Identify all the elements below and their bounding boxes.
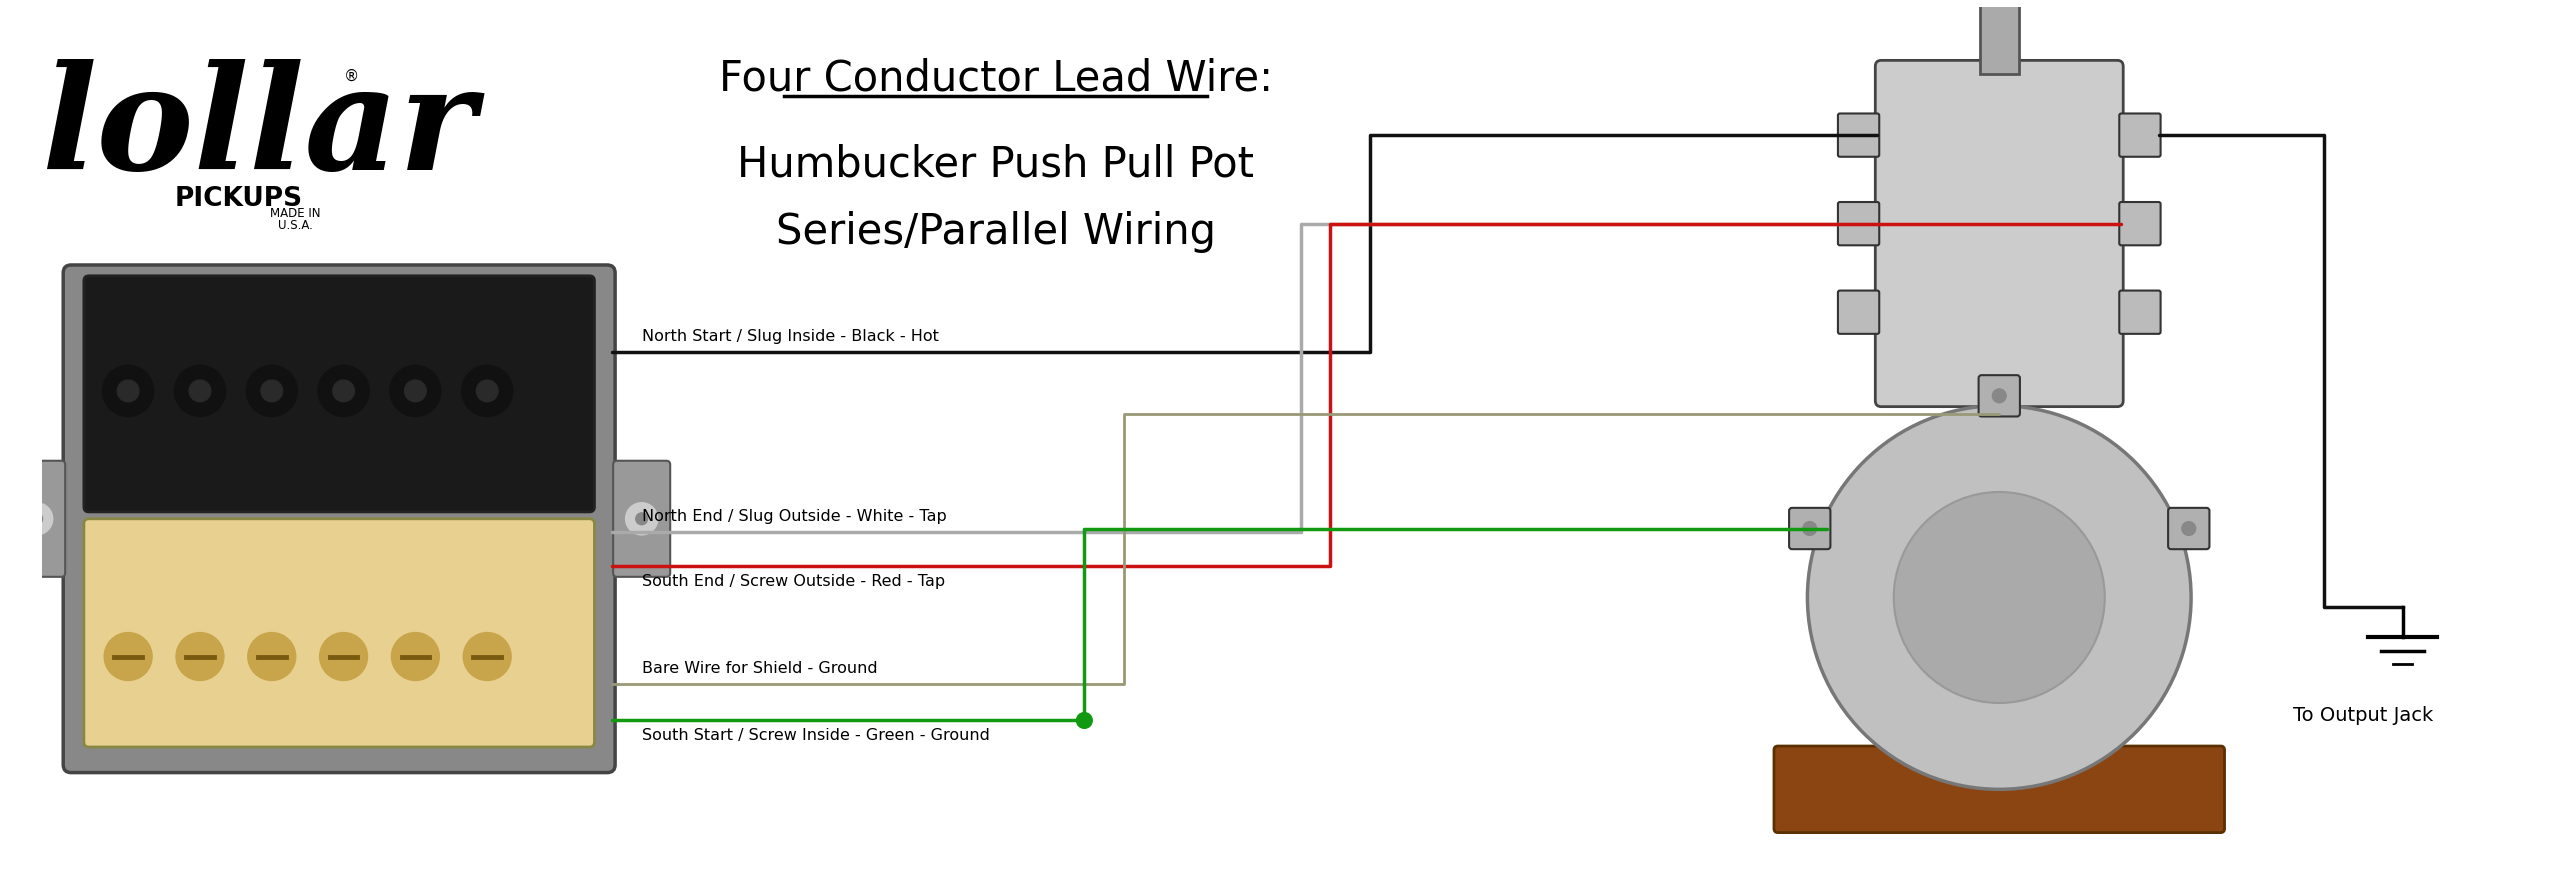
Text: Bare Wire for Shield - Ground: Bare Wire for Shield - Ground: [643, 661, 878, 676]
FancyBboxPatch shape: [614, 461, 671, 576]
Text: MADE IN: MADE IN: [271, 208, 320, 220]
Circle shape: [189, 380, 210, 402]
Circle shape: [174, 365, 225, 416]
Circle shape: [1894, 492, 2104, 703]
Circle shape: [317, 365, 369, 416]
Circle shape: [392, 633, 438, 680]
Circle shape: [118, 380, 138, 402]
Circle shape: [627, 503, 658, 535]
FancyBboxPatch shape: [8, 461, 64, 576]
FancyBboxPatch shape: [1789, 508, 1830, 549]
Circle shape: [320, 633, 366, 680]
FancyBboxPatch shape: [2120, 202, 2161, 245]
Circle shape: [1992, 389, 2007, 403]
Text: lollar: lollar: [41, 60, 476, 201]
Circle shape: [261, 380, 282, 402]
FancyBboxPatch shape: [1774, 746, 2225, 832]
Circle shape: [635, 513, 648, 525]
Circle shape: [20, 503, 51, 535]
Text: South End / Screw Outside - Red - Tap: South End / Screw Outside - Red - Tap: [643, 574, 945, 589]
Circle shape: [177, 633, 223, 680]
FancyBboxPatch shape: [84, 276, 594, 512]
FancyBboxPatch shape: [84, 519, 594, 747]
Circle shape: [1807, 405, 2191, 789]
Text: North Start / Slug Inside - Black - Hot: North Start / Slug Inside - Black - Hot: [643, 329, 940, 344]
FancyBboxPatch shape: [1838, 113, 1879, 157]
Circle shape: [2181, 521, 2196, 535]
Text: ®: ®: [343, 69, 358, 84]
Text: U.S.A.: U.S.A.: [279, 219, 312, 233]
FancyBboxPatch shape: [1838, 202, 1879, 245]
Circle shape: [476, 380, 499, 402]
Circle shape: [1078, 713, 1093, 728]
Text: Series/Parallel Wiring: Series/Parallel Wiring: [776, 210, 1216, 252]
FancyBboxPatch shape: [64, 265, 614, 772]
Bar: [1984, 401, 2015, 411]
Text: North End / Slug Outside - White - Tap: North End / Slug Outside - White - Tap: [643, 509, 947, 524]
FancyBboxPatch shape: [1838, 290, 1879, 334]
Circle shape: [105, 633, 151, 680]
Circle shape: [461, 365, 512, 416]
Bar: [1979, 0, 2020, 74]
Circle shape: [404, 380, 425, 402]
Circle shape: [1802, 521, 1818, 535]
FancyBboxPatch shape: [2168, 508, 2209, 549]
Text: Four Conductor Lead Wire:: Four Conductor Lead Wire:: [719, 57, 1272, 99]
Circle shape: [246, 365, 297, 416]
Circle shape: [102, 365, 154, 416]
FancyBboxPatch shape: [1979, 375, 2020, 416]
Circle shape: [463, 633, 512, 680]
Circle shape: [31, 513, 44, 525]
Circle shape: [389, 365, 440, 416]
FancyBboxPatch shape: [1876, 61, 2122, 406]
Text: South Start / Screw Inside - Green - Ground: South Start / Screw Inside - Green - Gro…: [643, 728, 991, 743]
Circle shape: [333, 380, 353, 402]
Text: PICKUPS: PICKUPS: [174, 186, 302, 212]
FancyBboxPatch shape: [2120, 113, 2161, 157]
FancyBboxPatch shape: [2120, 290, 2161, 334]
Text: Humbucker Push Pull Pot: Humbucker Push Pull Pot: [737, 143, 1254, 185]
Circle shape: [248, 633, 294, 680]
Text: To Output Jack: To Output Jack: [2294, 706, 2435, 725]
